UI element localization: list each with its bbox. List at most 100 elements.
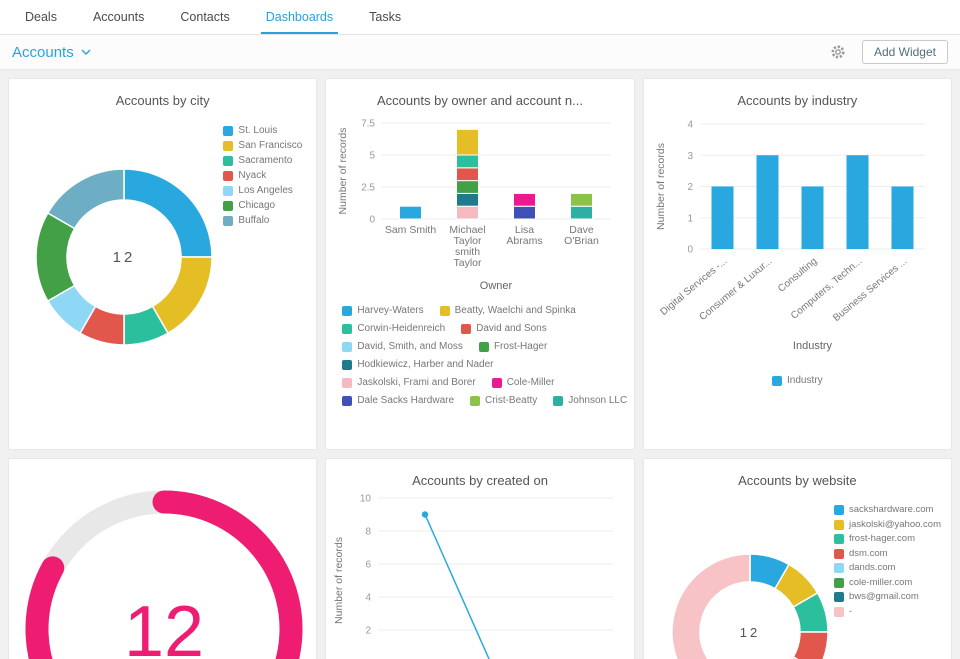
legend-swatch (342, 305, 353, 316)
legend-item[interactable]: - (833, 605, 941, 620)
legend-swatch (833, 592, 844, 603)
legend-label: David, Smith, and Moss (357, 341, 463, 352)
legend-item[interactable]: dsm.com (833, 547, 941, 562)
dashboard-selector[interactable]: Accounts (12, 44, 91, 61)
gauge-value: 12 (124, 592, 204, 659)
legend-swatch (772, 375, 783, 386)
chart-legend: St. Louis San Francisco Sacramento Nyack Los… (223, 123, 302, 228)
legend-item[interactable]: Sacramento (223, 153, 302, 168)
legend-item[interactable]: Corwin-Heidenreich (342, 321, 445, 336)
bar[interactable] (711, 186, 734, 250)
legend-label: dsm.com (848, 547, 888, 559)
legend-label: bws@gmail.com (848, 591, 919, 602)
legend-label: Corwin-Heidenreich (357, 323, 446, 334)
chart-svg: 0 2.5 5 7.5 Number of records Sam Smith Michae… (337, 119, 611, 292)
bar-segment[interactable] (456, 180, 480, 194)
nav-tab-deals[interactable]: Deals (25, 10, 57, 24)
legend-item[interactable]: Los Angeles (223, 183, 302, 198)
legend-swatch (470, 395, 481, 406)
legend-item[interactable]: Crist-Beatty (470, 393, 537, 408)
nav-tab-accounts[interactable]: Accounts (92, 10, 145, 24)
add-widget-button[interactable]: Add Widget (861, 40, 948, 64)
dashboard-grid: Accounts by city 12 St. Louis San Francis… (0, 70, 960, 659)
legend-label: Dale Sacks Hardware (357, 395, 455, 406)
chart-canvas: 0 1 2 3 4 Number of records Digital Services -… (644, 113, 951, 358)
legend-label: Frost-Hager (493, 341, 548, 352)
legend-item[interactable]: dands.com (833, 561, 941, 576)
donut-center-value: 12 (739, 625, 759, 640)
nav-tab-tasks[interactable]: Tasks (369, 10, 402, 24)
bar-segment[interactable] (570, 205, 594, 220)
legend-item[interactable]: bws@gmail.com (833, 590, 941, 605)
bar-segment[interactable] (570, 192, 594, 207)
chart-svg: 0246810Number of records (333, 494, 614, 659)
widget-accounts-by-city: Accounts by city 12 St. Louis San Francis… (8, 78, 318, 450)
legend-swatch (342, 323, 353, 334)
nav-tab-contacts[interactable]: Contacts (180, 10, 230, 24)
chart-canvas: 0 2.5 5 7.5 Number of records Sam Smith Michae… (326, 113, 633, 303)
bar[interactable] (846, 155, 869, 249)
legend-label: Jaskolski, Frami and Borer (357, 377, 476, 388)
bar[interactable] (891, 186, 914, 250)
chart-svg: 12 (35, 168, 213, 346)
nav-tab-dashboards[interactable]: Dashboards (260, 0, 339, 34)
legend-item[interactable]: Cole-Miller (491, 375, 555, 390)
widget-title: Accounts by created on (412, 473, 548, 488)
legend-item[interactable]: David and Sons (461, 321, 547, 336)
bar-segment[interactable] (456, 192, 480, 207)
legend-item[interactable]: cole-miller.com (833, 576, 941, 591)
bar-segment[interactable] (399, 205, 423, 220)
legend-swatch (342, 377, 353, 388)
bar-segment[interactable] (513, 192, 537, 207)
legend-item[interactable]: St. Louis (223, 123, 302, 138)
legend-swatch (833, 563, 844, 574)
svg-text:2: 2 (687, 182, 693, 193)
pie-slice[interactable] (791, 631, 829, 659)
legend-swatch (223, 200, 234, 211)
legend-label: Sacramento (238, 155, 293, 166)
legend-item[interactable]: frost-hager.com (833, 532, 941, 547)
top-navigation: Deals Accounts Contacts Dashboards Tasks (0, 0, 960, 35)
legend-swatch (342, 395, 353, 406)
legend-item[interactable]: Dale Sacks Hardware (342, 393, 454, 408)
widget-title: Accounts by industry (737, 93, 858, 108)
svg-text:Sam Smith: Sam Smith (385, 224, 437, 236)
legend-item[interactable]: Hodkiewicz, Harber and Nader (342, 357, 494, 372)
legend-item[interactable]: David, Smith, and Moss (342, 339, 463, 354)
bar-segment[interactable] (456, 205, 480, 220)
legend-item[interactable]: Industry (772, 373, 823, 388)
widget-accounts-by-owner: Accounts by owner and account n... 0 2.5 5… (325, 78, 635, 450)
legend-swatch (223, 140, 234, 151)
legend-item[interactable]: Beatty, Waelchi and Spinka (439, 303, 576, 318)
pie-slice[interactable] (35, 211, 76, 303)
settings-gear-icon[interactable] (830, 44, 846, 60)
legend-item[interactable]: Johnson LLC (553, 393, 627, 408)
legend-item[interactable]: Nyack (223, 168, 302, 183)
legend-swatch (491, 377, 502, 388)
bar-segment[interactable] (513, 205, 537, 220)
data-point[interactable] (422, 511, 429, 518)
pie-slice[interactable] (670, 553, 751, 659)
bar-segment[interactable] (456, 128, 480, 156)
bar[interactable] (756, 155, 779, 249)
legend-item[interactable]: Harvey-Waters (342, 303, 424, 318)
legend-item[interactable]: sackshardware.com (833, 503, 941, 518)
pie-slice[interactable] (123, 168, 213, 258)
legend-item[interactable]: Jaskolski, Frami and Borer (342, 375, 476, 390)
bar-segment[interactable] (456, 167, 480, 182)
legend-item[interactable]: Chicago (223, 198, 302, 213)
legend-item[interactable]: jaskolski@yahoo.com (833, 518, 941, 533)
legend-label: frost-hager.com (848, 533, 915, 544)
bar-segment[interactable] (456, 154, 480, 169)
bar[interactable] (801, 186, 824, 250)
pie-slice[interactable] (46, 168, 125, 230)
legend-swatch (461, 323, 472, 334)
legend-item[interactable]: San Francisco (223, 138, 302, 153)
legend-label: Hodkiewicz, Harber and Nader (357, 359, 494, 370)
legend-item[interactable]: Buffalo (223, 213, 302, 228)
legend-swatch (223, 155, 234, 166)
legend-item[interactable]: Frost-Hager (478, 339, 548, 354)
legend-swatch (342, 359, 353, 370)
svg-text:6: 6 (366, 560, 372, 571)
svg-text:3: 3 (687, 151, 693, 162)
